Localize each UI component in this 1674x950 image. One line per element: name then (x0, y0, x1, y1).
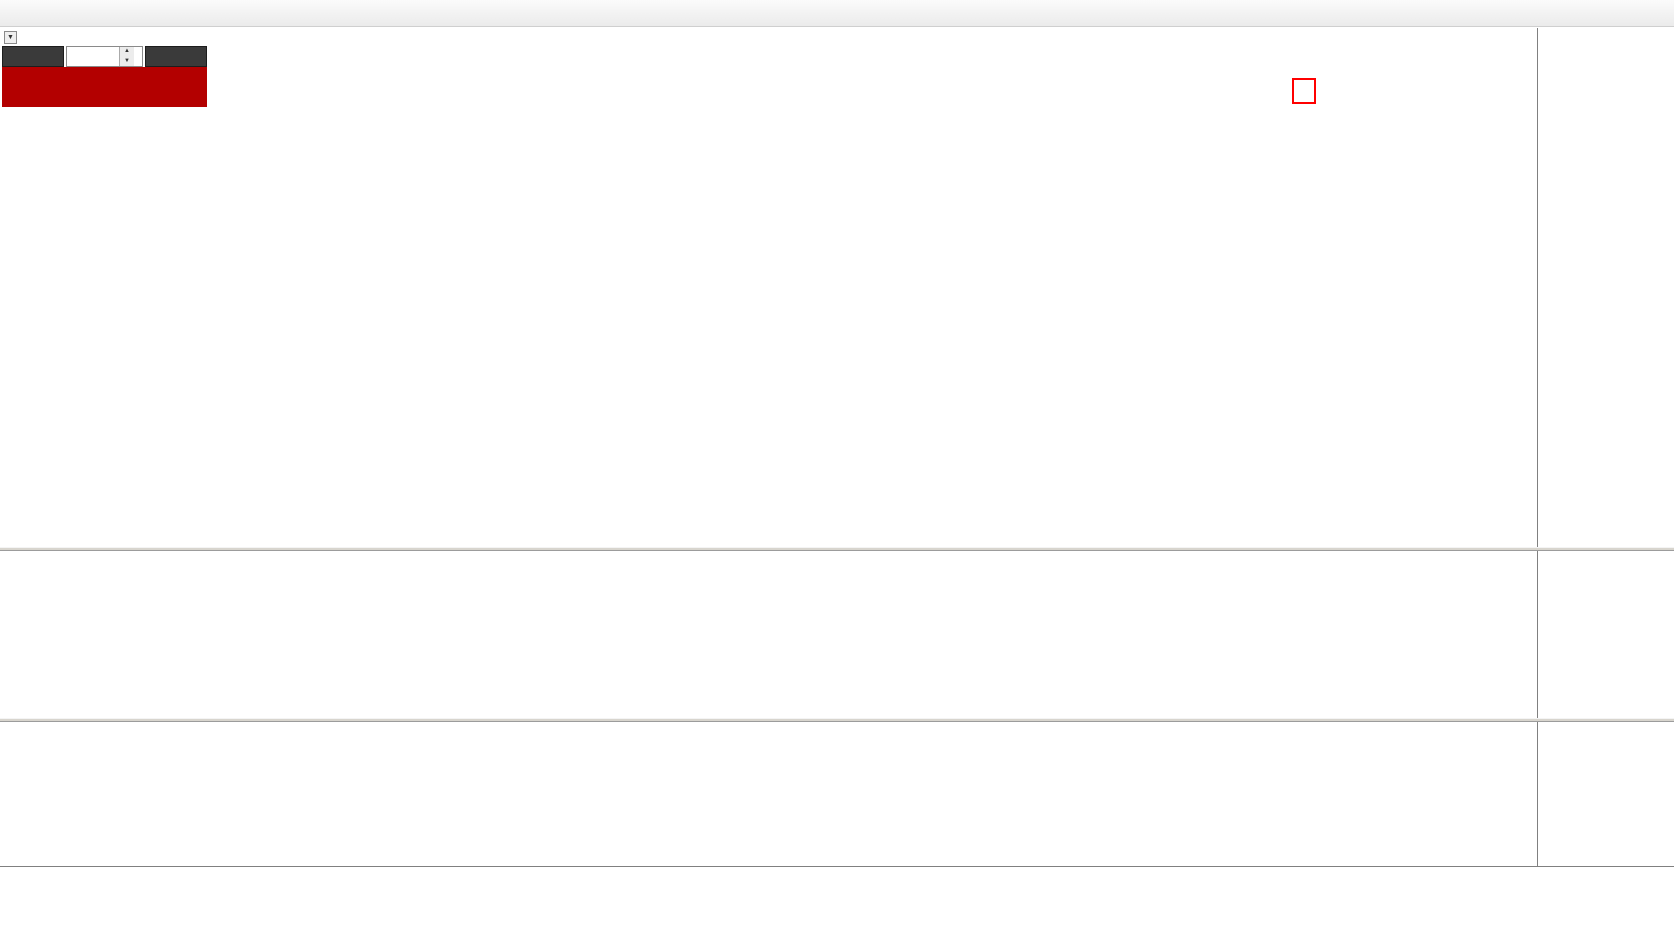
price-axis[interactable] (1537, 28, 1674, 547)
volume-up-button[interactable]: ▲ (120, 47, 134, 57)
time-axis[interactable] (0, 866, 1674, 893)
volume-down-button[interactable]: ▼ (120, 56, 134, 66)
buy-button[interactable] (145, 46, 207, 67)
panel-splitter[interactable] (0, 718, 1674, 722)
buy-price-display (105, 67, 208, 107)
chart-info-line: ▼ (4, 31, 27, 44)
toolbar (0, 0, 1674, 27)
volume-input[interactable] (67, 47, 119, 66)
one-click-trading-panel: ▲ ▼ (2, 46, 207, 107)
macd-plot[interactable] (0, 551, 1537, 718)
trade-panel-prices-row (2, 67, 207, 107)
panel-splitter[interactable] (0, 547, 1674, 551)
rsi-axis[interactable] (1537, 722, 1674, 866)
volume-spinner: ▲ ▼ (119, 47, 134, 66)
sell-button[interactable] (2, 46, 64, 67)
rsi-plot[interactable] (0, 722, 1537, 866)
macd-axis[interactable] (1537, 551, 1674, 718)
symbol-dropdown-icon[interactable]: ▼ (4, 31, 17, 44)
price-level-callout (1292, 78, 1316, 104)
volume-stepper: ▲ ▼ (66, 46, 143, 67)
sell-price-display (2, 67, 105, 107)
price-chart-plot[interactable] (0, 28, 1537, 547)
trade-panel-buttons-row: ▲ ▼ (2, 46, 207, 67)
